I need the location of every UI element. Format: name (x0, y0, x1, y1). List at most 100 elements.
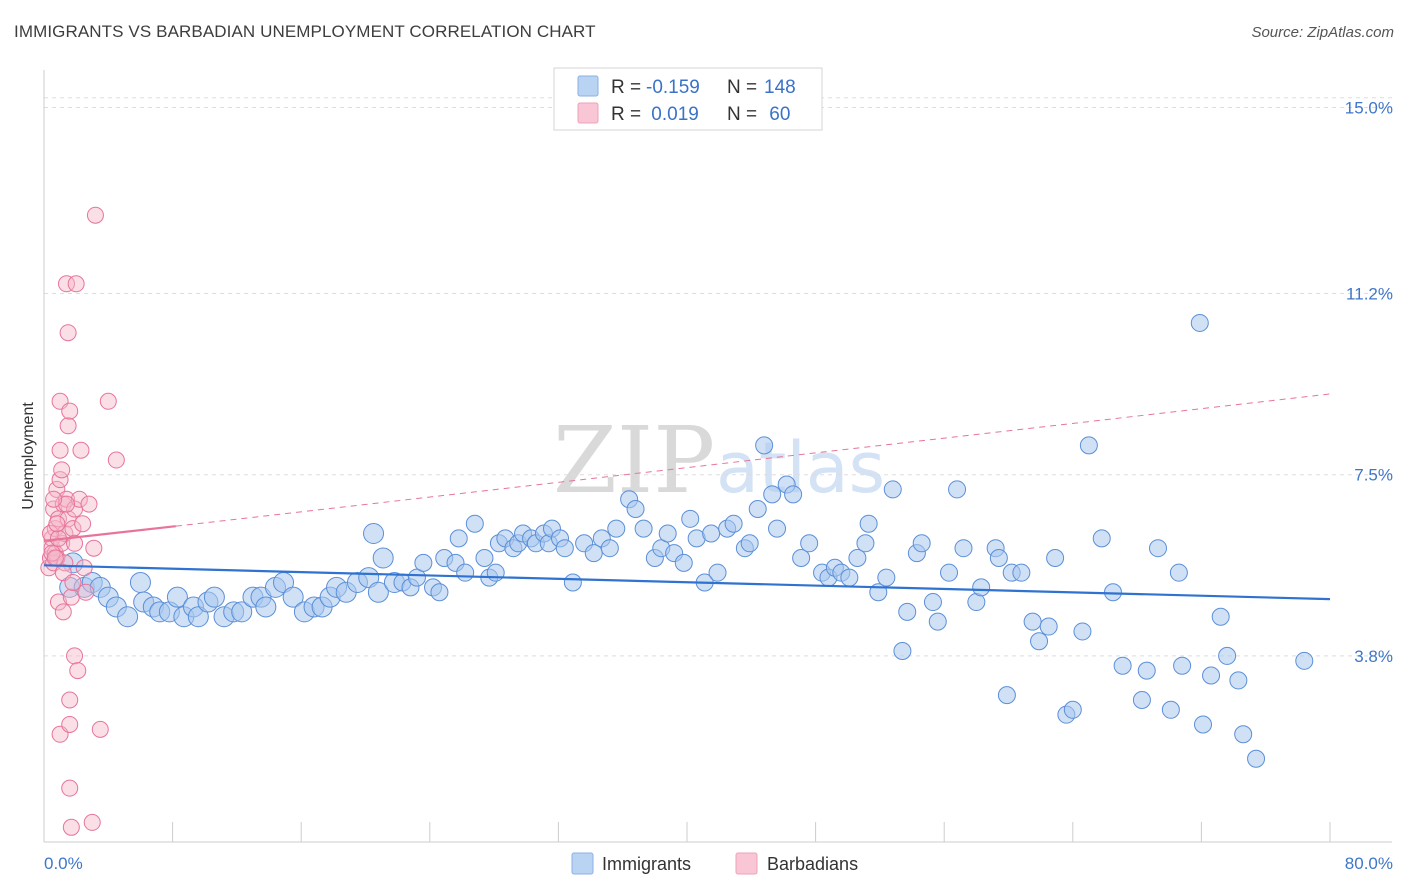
immigrants-point (840, 568, 859, 587)
barbadians-point (67, 275, 85, 293)
immigrants-point (1012, 563, 1031, 582)
immigrants-point (923, 593, 942, 612)
immigrants-point (563, 573, 582, 592)
barbadians-point (45, 500, 63, 518)
immigrants-point (724, 514, 743, 533)
immigrants-point (792, 548, 811, 567)
barbadians-trend-line-extrapolated (175, 393, 1331, 527)
immigrants-point (940, 563, 959, 582)
immigrants-point (702, 524, 721, 543)
immigrants-point (486, 563, 505, 582)
immigrants-point (372, 547, 394, 569)
immigrants-point (972, 578, 991, 597)
immigrants-point (129, 571, 151, 593)
immigrants-point (1194, 715, 1213, 734)
immigrants-point (898, 602, 917, 621)
y-tick-label: 11.2% (1346, 285, 1393, 304)
immigrants-point (740, 534, 759, 553)
immigrants-point (1023, 612, 1042, 631)
barbadians-point (66, 534, 84, 552)
bottom-legend-barbadians: Barbadians (767, 854, 858, 874)
source-note: Source: ZipAtlas.com (1251, 24, 1394, 41)
barbadians-point (83, 813, 101, 831)
barbadians-point (75, 559, 93, 577)
immigrants-point (1173, 656, 1192, 675)
immigrants-point (948, 480, 967, 499)
immigrants-point (1063, 700, 1082, 719)
barbadians-point (99, 392, 117, 410)
barbadians-point (74, 515, 92, 533)
y-tick-label: 7.5% (1354, 466, 1393, 485)
trend-lines (43, 393, 1331, 601)
immigrants-point (784, 485, 803, 504)
immigrants-point (1030, 632, 1049, 651)
immigrants-point (1092, 529, 1111, 548)
x-tick-label-min: 0.0% (44, 854, 83, 873)
x-ticks (172, 822, 1331, 842)
immigrants-point (555, 539, 574, 558)
barbadians-point (70, 490, 88, 508)
immigrants-point (1229, 671, 1248, 690)
immigrants-point (367, 581, 389, 603)
barbadians-point (58, 275, 76, 293)
immigrants-point (600, 539, 619, 558)
barbadians-point (48, 515, 66, 533)
immigrants-point (859, 514, 878, 533)
immigrants-point (231, 601, 253, 623)
immigrants-point (763, 485, 782, 504)
correlation-legend: R = -0.159 N = 148 R = 0.019 N = 60 (553, 67, 823, 131)
bottom-legend-immigrants: Immigrants (602, 854, 691, 874)
barbadians-point (43, 544, 61, 562)
y-tick-label: 15.0% (1345, 98, 1393, 117)
legend-r-label-1: R = (611, 77, 641, 98)
immigrants-point (1132, 690, 1151, 709)
legend-n-value-1: 148 (764, 77, 796, 98)
barbadians-points (40, 206, 125, 836)
barbadians-point (61, 779, 79, 797)
immigrants-point (848, 548, 867, 567)
immigrants-point (414, 553, 433, 572)
immigrants-point (1190, 313, 1209, 332)
barbadians-point (53, 461, 71, 479)
y-tick-labels: 3.8% 7.5% 11.2% 15.0% (1345, 98, 1393, 665)
barbadians-point (49, 593, 67, 611)
immigrants-point (1211, 607, 1230, 626)
barbadians-point (64, 573, 82, 591)
immigrants-point (1046, 548, 1065, 567)
y-tick-label: 3.8% (1354, 647, 1393, 666)
immigrants-point (708, 563, 727, 582)
immigrants-point (634, 519, 653, 538)
immigrants-point (1073, 622, 1092, 641)
immigrants-point (674, 553, 693, 572)
immigrants-point (187, 606, 209, 628)
immigrants-point (475, 548, 494, 567)
immigrants-point (954, 539, 973, 558)
barbadians-point (69, 662, 87, 680)
immigrants-point (584, 544, 603, 563)
immigrants-point (1234, 725, 1253, 744)
immigrants-point (883, 480, 902, 499)
y-axis-label: Unemployment (20, 402, 37, 510)
immigrants-point (1295, 651, 1314, 670)
series-legend: Immigrants Barbadians (571, 852, 858, 875)
immigrants-point (989, 548, 1008, 567)
immigrants-point (748, 500, 767, 519)
immigrants-point (800, 534, 819, 553)
barbadians-point (51, 441, 69, 459)
immigrants-point (430, 583, 449, 602)
barbadians-point (86, 206, 104, 224)
barbadians-point (61, 691, 79, 709)
immigrants-point (1039, 617, 1058, 636)
chart-title: IMMIGRANTS VS BARBADIAN UNEMPLOYMENT COR… (14, 22, 596, 41)
immigrants-point (255, 596, 277, 618)
legend-swatch-barbadians (577, 102, 599, 124)
immigrants-point (117, 606, 139, 628)
legend-n-label-1: N = (727, 77, 757, 98)
barbadians-point (58, 495, 76, 513)
immigrants-point (1079, 436, 1098, 455)
barbadians-point (80, 495, 98, 513)
legend-r-label-2: R = (611, 104, 641, 125)
barbadians-point (59, 324, 77, 342)
immigrants-point (465, 514, 484, 533)
